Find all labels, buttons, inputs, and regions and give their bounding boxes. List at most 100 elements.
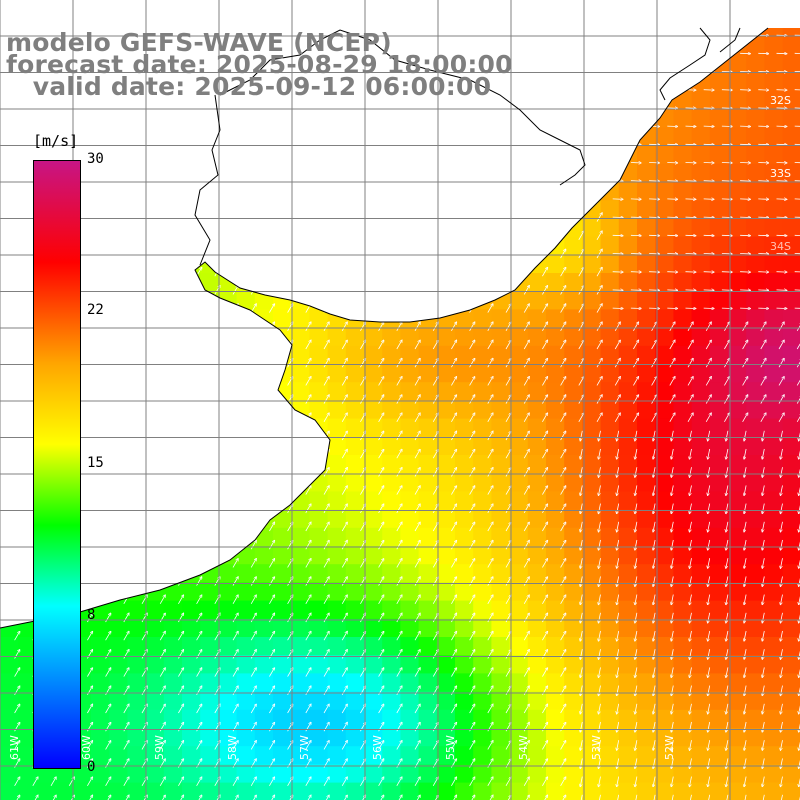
wind-cell xyxy=(163,109,183,128)
wind-cell xyxy=(382,364,401,383)
wind-vector-arrow xyxy=(178,468,183,477)
wind-vector-arrow xyxy=(232,122,238,131)
wind-vector-arrow xyxy=(542,67,547,77)
wind-cell xyxy=(218,109,238,128)
wind-vector-arrow xyxy=(614,340,620,350)
wind-cell xyxy=(382,382,401,401)
wind-vector-arrow xyxy=(323,304,329,313)
wind-vector-arrow xyxy=(760,413,766,423)
wind-cell xyxy=(546,400,565,420)
wind-cell xyxy=(436,527,456,547)
wind-cell xyxy=(655,364,674,383)
wind-vector-arrow xyxy=(305,395,311,404)
wind-cell xyxy=(509,546,529,565)
wind-vector-arrow xyxy=(596,140,602,150)
wind-vector-arrow xyxy=(87,195,92,204)
wind-vector-arrow xyxy=(178,486,183,495)
valid-date: valid date: 2025-09-12 06:00:00 xyxy=(6,72,492,101)
wind-cell xyxy=(709,72,729,92)
wind-cell xyxy=(673,673,693,693)
wind-cell xyxy=(127,564,147,583)
wind-cell xyxy=(582,200,602,219)
wind-cell xyxy=(782,382,800,401)
wind-vector-arrow xyxy=(341,177,347,186)
wind-cell xyxy=(527,309,547,329)
wind-vector-arrow xyxy=(232,541,238,550)
wind-vector-arrow xyxy=(159,322,165,332)
wind-cell xyxy=(291,145,310,165)
wind-vector-arrow xyxy=(159,122,165,131)
wind-vector-arrow xyxy=(505,213,511,222)
wind-cell xyxy=(127,309,147,329)
wind-cell xyxy=(382,200,401,219)
wind-vector-arrow xyxy=(323,104,329,113)
wind-cell xyxy=(709,600,729,620)
wind-cell xyxy=(0,236,19,256)
wind-cell xyxy=(364,345,383,365)
wind-cell xyxy=(564,345,583,365)
wind-cell xyxy=(163,291,183,310)
wind-cell xyxy=(91,236,110,256)
wind-cell xyxy=(673,309,693,329)
wind-cell xyxy=(546,564,565,583)
wind-cell xyxy=(0,273,19,292)
wind-vector-arrow xyxy=(469,395,475,404)
wind-cell xyxy=(618,218,638,238)
wind-cell xyxy=(764,691,784,711)
wind-cell xyxy=(509,28,529,37)
wind-vector-arrow xyxy=(123,104,129,113)
wind-cell xyxy=(527,600,547,620)
wind-cell xyxy=(655,28,674,37)
wind-cell xyxy=(327,127,347,147)
wind-vector-arrow xyxy=(560,158,566,168)
wind-cell xyxy=(709,764,729,784)
wind-cell xyxy=(418,655,438,674)
wind-cell xyxy=(564,109,583,128)
wind-cell xyxy=(182,345,201,365)
wind-cell xyxy=(327,254,347,274)
wind-cell xyxy=(418,637,438,656)
wind-cell xyxy=(327,145,347,165)
wind-cell xyxy=(709,254,729,274)
wind-cell xyxy=(709,145,729,165)
wind-cell xyxy=(18,709,37,729)
wind-cell xyxy=(618,327,638,347)
wind-vector-arrow xyxy=(105,340,111,350)
wind-cell xyxy=(491,600,511,620)
wind-cell xyxy=(455,564,474,583)
wind-vector-arrow xyxy=(560,104,566,113)
wind-vector-arrow xyxy=(487,304,493,313)
wind-vector-arrow xyxy=(105,177,111,186)
wind-vector-arrow xyxy=(487,104,493,113)
wind-cell xyxy=(309,182,329,201)
wind-cell xyxy=(728,218,747,238)
wind-cell xyxy=(436,109,456,128)
wind-vector-arrow xyxy=(250,322,256,332)
wind-cell xyxy=(327,418,347,438)
wind-cell xyxy=(291,455,310,474)
wind-vector-arrow xyxy=(250,413,256,423)
wind-cell xyxy=(436,509,456,529)
wind-vector-arrow xyxy=(505,195,511,204)
wind-cell xyxy=(637,655,656,674)
wind-cell xyxy=(618,436,638,456)
wind-cell xyxy=(400,455,420,474)
wind-vector-arrow xyxy=(487,377,493,386)
wind-cell xyxy=(364,509,383,529)
wind-cell xyxy=(436,637,456,656)
wind-vector-arrow xyxy=(579,13,584,22)
wind-vector-arrow xyxy=(178,13,183,22)
wind-cell xyxy=(782,364,800,383)
wind-cell xyxy=(218,327,238,347)
wind-cell xyxy=(163,618,183,638)
wind-cell xyxy=(709,491,729,511)
wind-cell xyxy=(436,127,456,147)
wind-vector-arrow xyxy=(742,413,748,423)
wind-cell xyxy=(473,163,492,183)
wind-cell xyxy=(618,673,638,693)
wind-cell xyxy=(109,564,128,583)
wind-cell xyxy=(400,582,420,602)
wind-cell xyxy=(327,582,347,602)
wind-cell xyxy=(728,637,747,656)
